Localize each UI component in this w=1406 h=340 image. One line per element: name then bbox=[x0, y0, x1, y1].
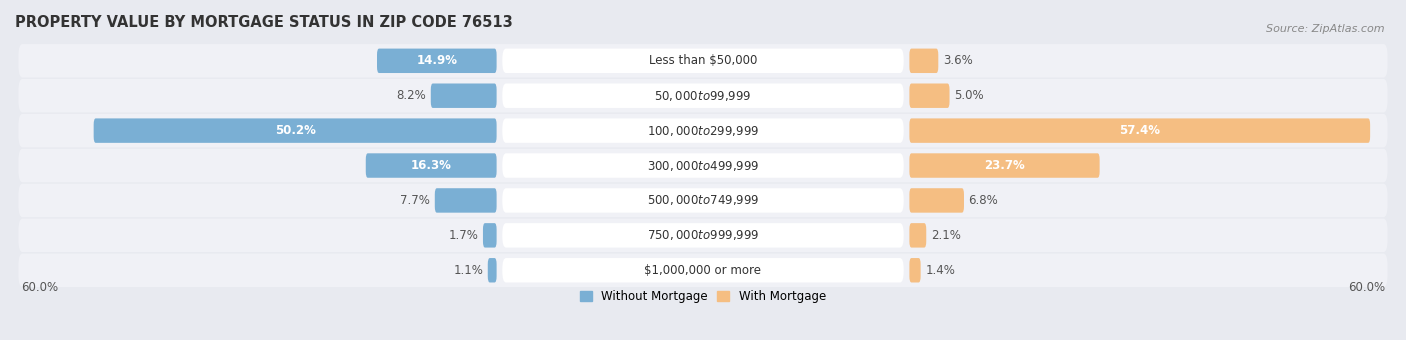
FancyBboxPatch shape bbox=[18, 114, 1388, 147]
FancyBboxPatch shape bbox=[430, 84, 496, 108]
FancyBboxPatch shape bbox=[502, 258, 904, 283]
FancyBboxPatch shape bbox=[434, 188, 496, 212]
Text: PROPERTY VALUE BY MORTGAGE STATUS IN ZIP CODE 76513: PROPERTY VALUE BY MORTGAGE STATUS IN ZIP… bbox=[15, 15, 513, 30]
Text: 2.1%: 2.1% bbox=[931, 229, 960, 242]
Text: $1,000,000 or more: $1,000,000 or more bbox=[644, 264, 762, 277]
Text: 8.2%: 8.2% bbox=[396, 89, 426, 102]
Text: 14.9%: 14.9% bbox=[416, 54, 457, 67]
FancyBboxPatch shape bbox=[482, 223, 496, 248]
FancyBboxPatch shape bbox=[18, 184, 1388, 217]
FancyBboxPatch shape bbox=[502, 118, 904, 143]
Text: 16.3%: 16.3% bbox=[411, 159, 451, 172]
FancyBboxPatch shape bbox=[488, 258, 496, 283]
FancyBboxPatch shape bbox=[502, 84, 904, 108]
Text: $750,000 to $999,999: $750,000 to $999,999 bbox=[647, 228, 759, 242]
FancyBboxPatch shape bbox=[377, 49, 496, 73]
Text: 1.1%: 1.1% bbox=[453, 264, 484, 277]
Text: $50,000 to $99,999: $50,000 to $99,999 bbox=[654, 89, 752, 103]
FancyBboxPatch shape bbox=[366, 153, 496, 178]
FancyBboxPatch shape bbox=[910, 153, 1099, 178]
Text: 1.4%: 1.4% bbox=[925, 264, 955, 277]
Text: 57.4%: 57.4% bbox=[1119, 124, 1160, 137]
FancyBboxPatch shape bbox=[502, 188, 904, 212]
FancyBboxPatch shape bbox=[910, 118, 1369, 143]
Text: 7.7%: 7.7% bbox=[401, 194, 430, 207]
FancyBboxPatch shape bbox=[18, 254, 1388, 287]
Text: 60.0%: 60.0% bbox=[1348, 281, 1385, 294]
FancyBboxPatch shape bbox=[18, 44, 1388, 78]
Text: 6.8%: 6.8% bbox=[969, 194, 998, 207]
Text: $300,000 to $499,999: $300,000 to $499,999 bbox=[647, 158, 759, 172]
Text: 60.0%: 60.0% bbox=[21, 281, 58, 294]
FancyBboxPatch shape bbox=[910, 258, 921, 283]
FancyBboxPatch shape bbox=[18, 219, 1388, 252]
Text: 50.2%: 50.2% bbox=[274, 124, 315, 137]
Text: 3.6%: 3.6% bbox=[943, 54, 973, 67]
FancyBboxPatch shape bbox=[502, 49, 904, 73]
Text: $100,000 to $299,999: $100,000 to $299,999 bbox=[647, 124, 759, 138]
Text: 23.7%: 23.7% bbox=[984, 159, 1025, 172]
Text: Less than $50,000: Less than $50,000 bbox=[648, 54, 758, 67]
FancyBboxPatch shape bbox=[18, 79, 1388, 113]
Text: 1.7%: 1.7% bbox=[449, 229, 478, 242]
FancyBboxPatch shape bbox=[502, 223, 904, 248]
Text: Source: ZipAtlas.com: Source: ZipAtlas.com bbox=[1267, 24, 1385, 34]
FancyBboxPatch shape bbox=[94, 118, 496, 143]
Legend: Without Mortgage, With Mortgage: Without Mortgage, With Mortgage bbox=[575, 285, 831, 307]
FancyBboxPatch shape bbox=[910, 188, 965, 212]
FancyBboxPatch shape bbox=[502, 153, 904, 178]
FancyBboxPatch shape bbox=[910, 49, 938, 73]
FancyBboxPatch shape bbox=[910, 84, 949, 108]
Text: $500,000 to $749,999: $500,000 to $749,999 bbox=[647, 193, 759, 207]
Text: 5.0%: 5.0% bbox=[955, 89, 984, 102]
FancyBboxPatch shape bbox=[910, 223, 927, 248]
FancyBboxPatch shape bbox=[18, 149, 1388, 182]
